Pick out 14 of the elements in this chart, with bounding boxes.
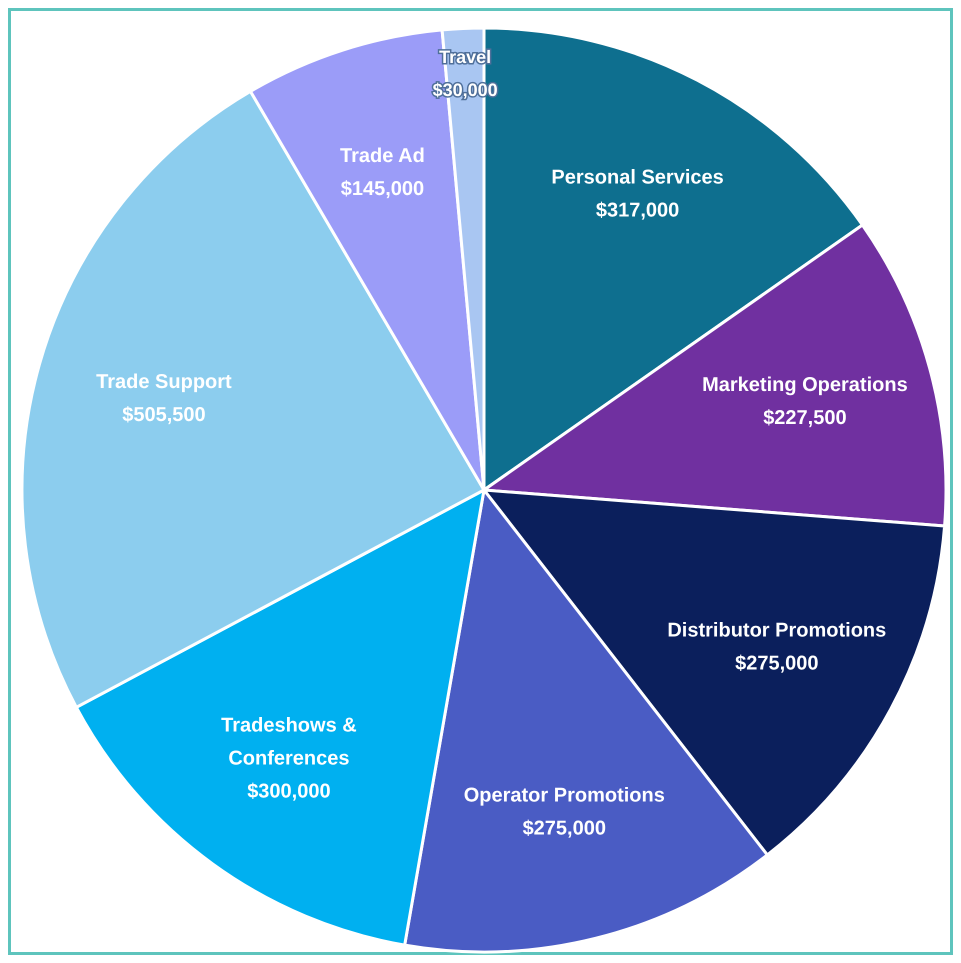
- data-label: $300,000: [247, 780, 331, 803]
- data-label: $275,000: [522, 818, 606, 840]
- data-label: $145,000: [340, 178, 424, 200]
- slice-label: Distributor Promotions: [667, 620, 886, 642]
- slice-label: Tradeshows & Conferences: [221, 714, 357, 770]
- slice-label: Operator Promotions: [464, 784, 665, 807]
- slice-label: Trade Ad: [340, 145, 425, 168]
- slice-label: Marketing Operations: [702, 374, 908, 396]
- slice-label: Trade Support: [96, 371, 232, 394]
- data-label: $275,000: [735, 652, 819, 675]
- data-label: $317,000: [596, 200, 680, 222]
- data-label: $227,500: [763, 407, 847, 430]
- data-label: $505,500: [122, 404, 206, 426]
- slice-label: Personal Services: [551, 166, 724, 189]
